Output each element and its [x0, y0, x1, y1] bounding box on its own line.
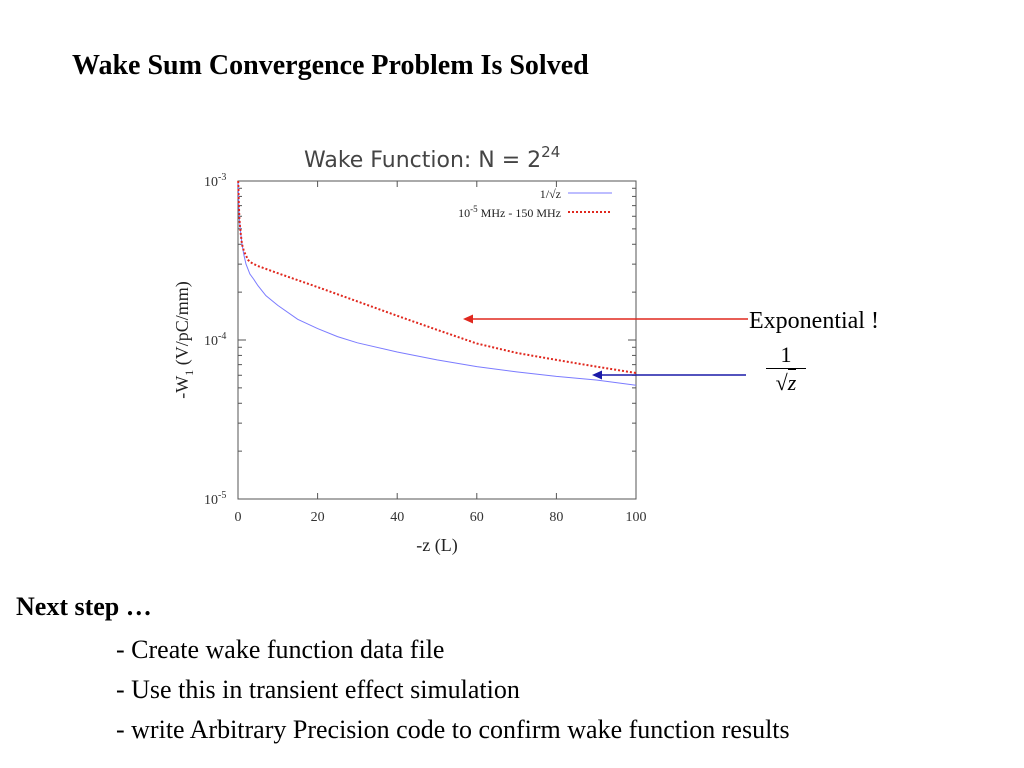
next-step-heading: Next step … [16, 592, 152, 621]
next-step-item: - write Arbitrary Precision code to conf… [116, 715, 790, 744]
next-step-list: - Create wake function data file - Use t… [116, 632, 790, 752]
y-axis-label-suffix: (V/pC/mm) [172, 281, 193, 370]
y-tick-label-exponent: -3 [218, 172, 226, 183]
x-tick-label: 20 [311, 510, 325, 525]
annotation-arrows [463, 314, 748, 380]
wake-function-chart: Wake Function: N = 224 0 20 40 60 80 100 10-5… [172, 143, 748, 556]
y-axis-label: -W1 (V/pC/mm) [172, 281, 196, 398]
y-tick-label-exponent: -4 [218, 331, 226, 342]
y-tick-label-base: 10 [204, 175, 218, 190]
x-axis-label: -z (L) [416, 535, 457, 556]
slide-title: Wake Sum Convergence Problem Is Solved [72, 50, 589, 81]
legend-label-frequency-base: 10 [458, 206, 470, 220]
legend: 1/√z 10-5 MHz - 150 MHz [458, 187, 612, 220]
plot-area [237, 180, 637, 500]
chart-title-text: Wake Function: N = 2 [304, 148, 541, 173]
x-axis: 0 20 40 60 80 100 [235, 181, 647, 525]
exponential-arrow-head [463, 314, 473, 324]
exponential-annotation: Exponential ! [749, 308, 879, 334]
next-step-item: - Create wake function data file [116, 635, 445, 664]
x-tick-label: 100 [626, 510, 647, 525]
sqrt-arrow-head [592, 370, 602, 380]
y-axis-label-subscript: 1 [182, 370, 196, 376]
x-tick-label: 0 [235, 510, 242, 525]
series-layer [237, 180, 637, 386]
y-tick-label-base: 10 [204, 334, 218, 349]
y-tick-label: 10-4 [204, 331, 226, 349]
y-axis-label-prefix: -W [172, 376, 192, 399]
x-tick-label: 60 [470, 510, 484, 525]
fraction-denominator: √z [762, 369, 810, 397]
next-step-item: - Use this in transient effect simulatio… [116, 675, 520, 704]
sqrt-symbol: √ [775, 370, 788, 395]
legend-label-inverse-sqrt: 1/√z [540, 187, 561, 201]
fraction-bar [766, 368, 806, 369]
y-tick-label: 10-3 [204, 172, 226, 190]
legend-label-frequency-range: 10-5 MHz - 150 MHz [458, 204, 561, 220]
x-tick-label: 40 [390, 510, 404, 525]
y-tick-label: 10-5 [204, 490, 226, 508]
y-tick-label-exponent: -5 [218, 490, 226, 501]
legend-label-frequency-rest: MHz - 150 MHz [478, 206, 561, 220]
y-tick-label-base: 10 [204, 493, 218, 508]
legend-label-frequency-exponent: -5 [470, 204, 478, 214]
sqrt-variable: z [787, 369, 797, 395]
y-axis: 10-510-410-3 [204, 172, 636, 508]
chart-title: Wake Function: N = 224 [304, 143, 560, 173]
fraction-numerator: 1 [780, 342, 792, 367]
inverse-sqrt-annotation: 1 √z [762, 342, 810, 397]
x-tick-label: 80 [549, 510, 563, 525]
series-line-frequency-range [237, 180, 637, 374]
chart-title-exponent: 24 [541, 143, 560, 161]
